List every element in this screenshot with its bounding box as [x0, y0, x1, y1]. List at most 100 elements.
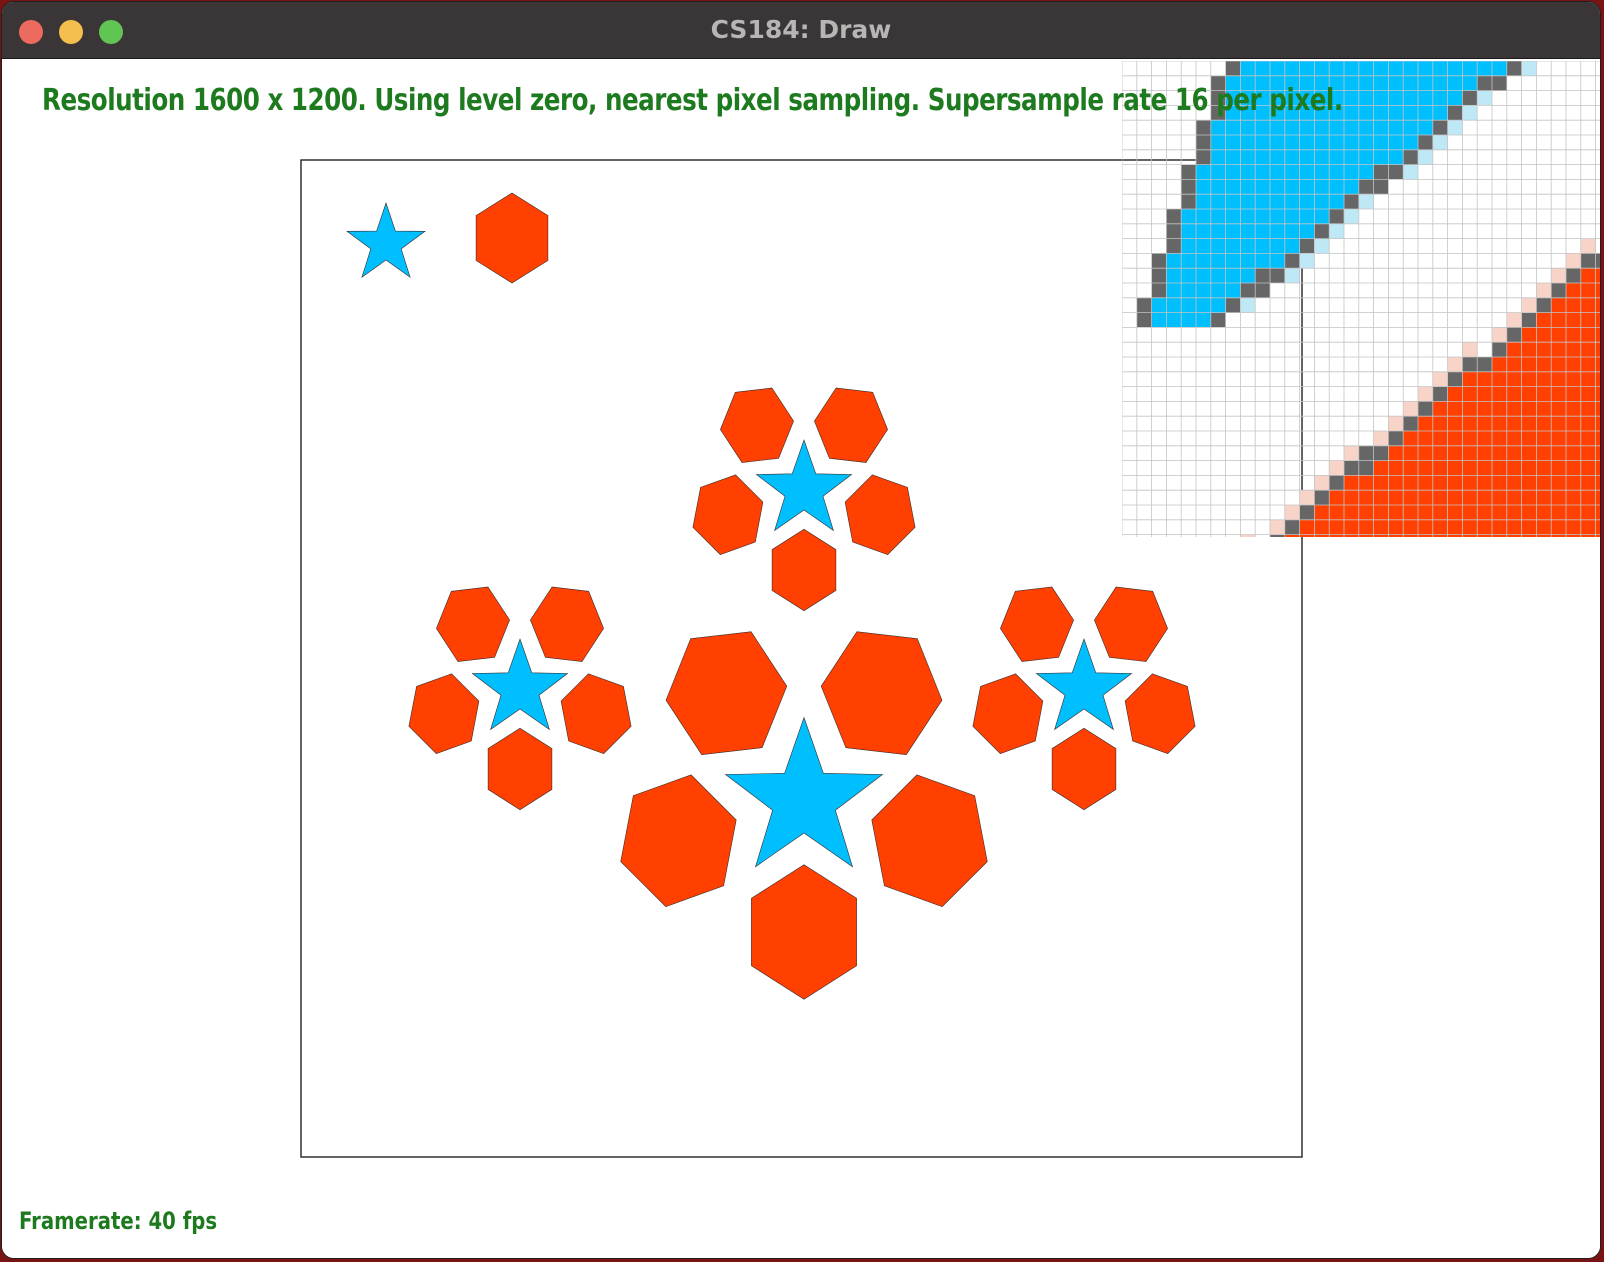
- zoom-pixel: [1314, 209, 1330, 224]
- zoom-pixel: [1447, 475, 1463, 491]
- zoom-pixel: [1255, 90, 1270, 106]
- zoom-pixel: [1373, 135, 1389, 150]
- zoom-pixel: [1521, 505, 1537, 520]
- zoom-pixel: [1166, 283, 1182, 298]
- zoom-pixel: [1447, 460, 1463, 476]
- zoom-pixel: [1225, 253, 1241, 269]
- zoom-pixel: [1373, 475, 1389, 491]
- zoom-pixel: [1344, 105, 1359, 121]
- zoom-pixel: [1432, 534, 1448, 537]
- canvas-area[interactable]: Resolution 1600 x 1200. Using level zero…: [2, 59, 1600, 1258]
- zoom-pixel: [1225, 268, 1241, 283]
- render-canvas[interactable]: [2, 59, 1600, 1258]
- zoom-pixel: [1196, 149, 1211, 165]
- zoom-pixel: [1388, 505, 1404, 520]
- zoom-pixel: [1447, 371, 1463, 387]
- zoom-pixel: [1196, 238, 1211, 254]
- zoom-pixel: [1284, 135, 1300, 150]
- zoom-pixel: [1358, 505, 1374, 520]
- zoom-pixel: [1181, 209, 1196, 224]
- zoom-pixel: [1329, 61, 1344, 76]
- zoom-pixel: [1551, 490, 1566, 505]
- zoom-pixel: [1477, 61, 1492, 76]
- zoom-pixel: [1388, 135, 1404, 150]
- zoom-pixel: [1418, 490, 1433, 505]
- zoom-pixel: [1240, 534, 1256, 537]
- zoom-pixel: [1210, 223, 1226, 239]
- zoom-pixel: [1536, 431, 1552, 446]
- center-flower-petal: [620, 774, 737, 907]
- zoom-pixel: [1418, 534, 1433, 537]
- zoom-pixel: [1477, 371, 1492, 387]
- zoom-pixel: [1225, 223, 1241, 239]
- zoom-pixel: [1566, 386, 1581, 402]
- zoom-pixel: [1225, 238, 1241, 254]
- zoom-pixel: [1403, 120, 1418, 135]
- zoom-pixel: [1566, 460, 1581, 476]
- zoom-pixel: [1344, 209, 1359, 224]
- minimize-icon[interactable]: [59, 20, 83, 44]
- zoom-pixel: [1492, 416, 1507, 431]
- zoom-pixel: [1344, 149, 1359, 165]
- zoom-pixel: [1462, 490, 1478, 505]
- zoom-pixel: [1255, 105, 1270, 121]
- zoom-pixel: [1314, 238, 1330, 254]
- zoom-pixel: [1595, 327, 1600, 343]
- zoom-pixel: [1225, 194, 1241, 209]
- zoom-pixel: [1388, 61, 1404, 76]
- zoom-pixel: [1299, 135, 1315, 150]
- zoom-pixel: [1432, 401, 1448, 417]
- zoom-pixel: [1447, 445, 1463, 461]
- zoom-pixel: [1196, 253, 1211, 269]
- close-icon[interactable]: [19, 20, 43, 44]
- zoom-pixel: [1196, 164, 1211, 180]
- zoom-pixel: [1136, 297, 1152, 313]
- top-flower-petal: [692, 474, 764, 555]
- zoom-pixel: [1210, 179, 1226, 195]
- zoom-pixel: [1358, 120, 1374, 135]
- zoom-pixel: [1329, 90, 1344, 106]
- maximize-icon[interactable]: [99, 20, 123, 44]
- zoom-pixel: [1580, 342, 1596, 357]
- zoom-pixel: [1240, 268, 1256, 283]
- zoom-pixel: [1595, 283, 1600, 298]
- zoom-pixel: [1329, 505, 1344, 520]
- zoom-pixel: [1536, 357, 1552, 372]
- zoom-pixel: [1447, 490, 1463, 505]
- zoom-pixel: [1595, 534, 1600, 537]
- zoom-pixel: [1299, 164, 1315, 180]
- zoom-pixel: [1566, 505, 1581, 520]
- zoom-pixel: [1225, 90, 1241, 106]
- zoom-pixel: [1462, 342, 1478, 357]
- zoom-pixel: [1373, 149, 1389, 165]
- zoom-pixel: [1462, 505, 1478, 520]
- zoom-pixel: [1536, 283, 1552, 298]
- zoom-pixel: [1284, 194, 1300, 209]
- zoom-pixel: [1566, 401, 1581, 417]
- left-flower-petal: [560, 673, 632, 754]
- zoom-pixel: [1270, 149, 1285, 165]
- zoom-pixel: [1418, 431, 1433, 446]
- zoom-pixel: [1388, 149, 1404, 165]
- zoom-pixel: [1536, 371, 1552, 387]
- zoom-pixel: [1551, 431, 1566, 446]
- zoom-pixel: [1210, 238, 1226, 254]
- zoom-pixel: [1196, 268, 1211, 283]
- zoom-pixel: [1566, 342, 1581, 357]
- zoom-pixel: [1373, 519, 1389, 535]
- zoom-pixel: [1595, 475, 1600, 491]
- zoom-pixel: [1210, 297, 1226, 313]
- zoom-pixel: [1492, 327, 1507, 343]
- zoom-pixel: [1181, 194, 1196, 209]
- zoom-pixel: [1314, 505, 1330, 520]
- title-bar[interactable]: CS184: Draw: [2, 2, 1600, 59]
- zoom-pixel: [1373, 445, 1389, 461]
- zoom-pixel: [1492, 505, 1507, 520]
- zoom-pixel: [1196, 120, 1211, 135]
- zoom-pixel: [1403, 401, 1418, 417]
- zoom-pixel: [1580, 253, 1596, 269]
- zoom-pixel: [1314, 149, 1330, 165]
- zoom-pixel: [1240, 283, 1256, 298]
- zoom-pixel: [1403, 416, 1418, 431]
- zoom-pixel: [1373, 90, 1389, 106]
